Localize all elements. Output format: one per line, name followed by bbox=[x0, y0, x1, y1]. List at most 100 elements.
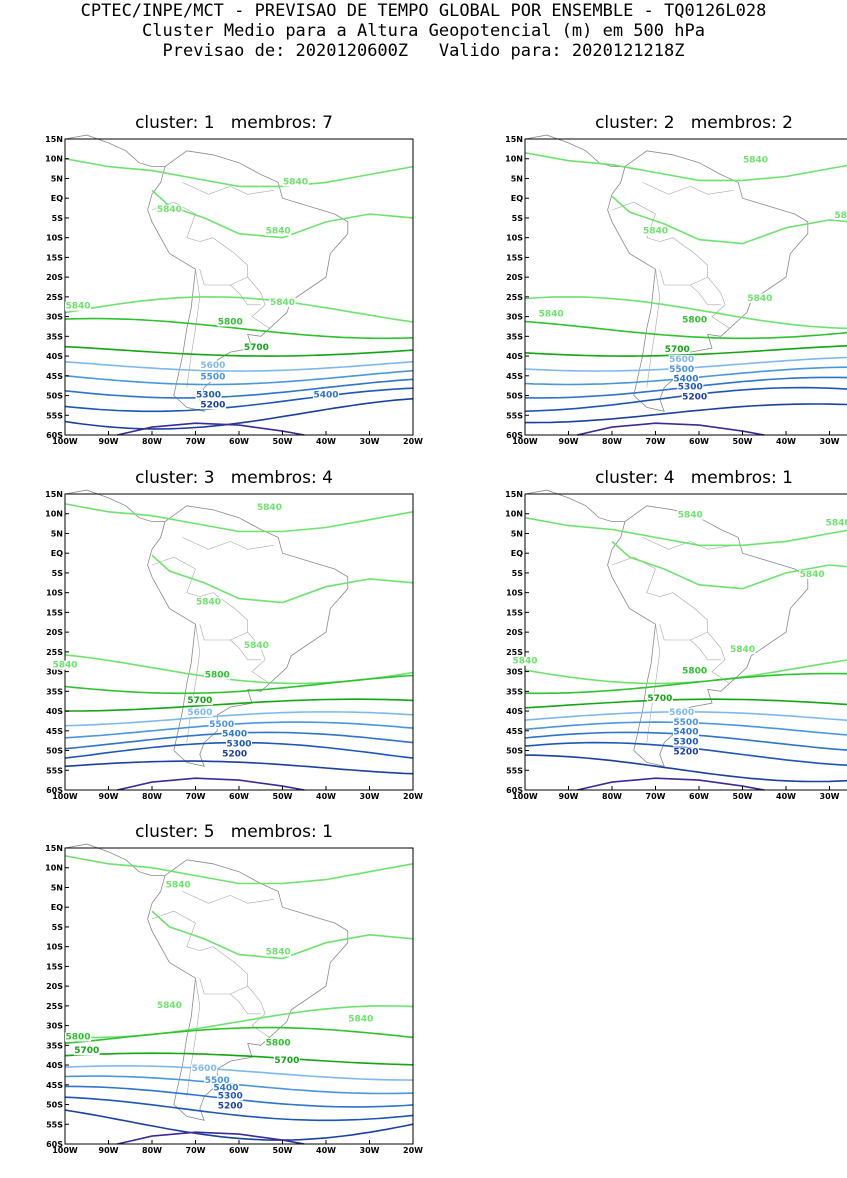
contour-label-background bbox=[538, 309, 565, 319]
contour-label-5840: 5840 bbox=[157, 205, 182, 215]
lon-tick-label: 30W bbox=[820, 437, 840, 446]
contour-label-background bbox=[195, 597, 222, 607]
contour-label-5840: 5840 bbox=[52, 661, 77, 671]
contour-label-background bbox=[672, 717, 699, 727]
contour-label-background bbox=[65, 1032, 92, 1042]
contour-label-background bbox=[65, 301, 92, 311]
lon-tick-label: 30W bbox=[820, 792, 840, 801]
contour-label-5700: 5700 bbox=[665, 345, 690, 355]
contour-5500 bbox=[64, 369, 414, 386]
lat-tick-label: 5S bbox=[512, 214, 524, 223]
contour-label-background bbox=[265, 947, 292, 957]
contour-5800 bbox=[524, 672, 847, 695]
contour-label-5840: 5840 bbox=[678, 511, 703, 521]
lat-tick-label: 20S bbox=[46, 628, 63, 637]
lat-tick-label: 35S bbox=[46, 687, 63, 696]
contour-5300 bbox=[64, 1096, 414, 1122]
contour-label-background bbox=[273, 1056, 300, 1066]
lon-tick-label: 70W bbox=[646, 792, 666, 801]
map-panel-cluster-5: cluster: 5 membros: 1 15N 10N 5N EQ 5S 10S 15S… bbox=[34, 822, 423, 1178]
contour-5400 bbox=[524, 731, 847, 751]
lat-tick-label: 5N bbox=[511, 529, 523, 538]
panel-title: cluster: 2 membros: 2 bbox=[595, 113, 793, 133]
contour-label-5600: 5600 bbox=[192, 1064, 217, 1074]
central-america-coastline bbox=[524, 134, 625, 167]
lat-tick-label: 10N bbox=[45, 155, 63, 164]
lon-tick-label: 90W bbox=[559, 437, 579, 446]
lat-tick-label: 40S bbox=[46, 352, 63, 361]
contour-label-5300: 5300 bbox=[196, 391, 221, 401]
contour-label-5840: 5840 bbox=[257, 503, 282, 513]
contour-label-5840: 5840 bbox=[643, 227, 668, 237]
country-border bbox=[182, 537, 274, 550]
contour-label-5840: 5840 bbox=[730, 645, 755, 655]
contour-label-background bbox=[668, 354, 695, 364]
contour-label-background bbox=[664, 345, 691, 355]
country-border bbox=[199, 978, 248, 995]
lat-tick-label: 10S bbox=[46, 589, 63, 598]
lon-tick-label: 80W bbox=[602, 437, 622, 446]
contour-label-background bbox=[221, 749, 248, 759]
country-border bbox=[611, 556, 656, 570]
lat-tick-label: 5S bbox=[512, 569, 524, 578]
lat-tick-label: 35S bbox=[506, 687, 523, 696]
lat-tick-label: 20S bbox=[506, 273, 523, 282]
contour-label-5800: 5800 bbox=[66, 1032, 91, 1042]
country-border bbox=[182, 182, 274, 195]
contour-label-background bbox=[52, 660, 78, 670]
contour-label-background bbox=[204, 670, 231, 680]
lon-tick-label: 100W bbox=[52, 792, 78, 801]
lat-tick-label: 55S bbox=[506, 766, 523, 775]
country-border bbox=[230, 639, 261, 661]
contour-label-5800: 5800 bbox=[205, 671, 230, 681]
lat-tick-label: 15S bbox=[506, 608, 523, 617]
south-america-coastline bbox=[607, 505, 809, 767]
contour-5200 bbox=[64, 1109, 414, 1141]
contour-label-5600: 5600 bbox=[669, 708, 694, 718]
contour-5500 bbox=[524, 366, 847, 386]
lon-tick-label: 40W bbox=[776, 792, 796, 801]
contour-label-5840: 5840 bbox=[800, 570, 825, 580]
contour-label-background bbox=[221, 729, 248, 739]
lon-tick-label: 70W bbox=[646, 437, 666, 446]
lon-tick-label: 20W bbox=[403, 792, 423, 801]
contour-label-background bbox=[681, 666, 708, 676]
lat-tick-label: 40S bbox=[506, 352, 523, 361]
contour-5840 bbox=[64, 296, 414, 323]
lat-tick-label: 40S bbox=[506, 707, 523, 716]
contour-5600 bbox=[524, 711, 847, 722]
contour-label-background bbox=[677, 382, 704, 392]
contour-label-background bbox=[265, 226, 292, 236]
lat-tick-label: 10S bbox=[506, 234, 523, 243]
country-border bbox=[186, 922, 270, 1038]
contour-label-background bbox=[825, 518, 847, 528]
country-border bbox=[182, 891, 274, 904]
lon-tick-label: 40W bbox=[316, 437, 336, 446]
contour-label-background bbox=[347, 1014, 374, 1024]
contour-label-background bbox=[186, 696, 213, 706]
contour-label-background bbox=[191, 1063, 218, 1073]
lat-tick-label: 25S bbox=[506, 293, 523, 302]
contour-label-5840: 5840 bbox=[283, 177, 308, 187]
contour-label-background bbox=[646, 694, 673, 704]
lon-tick-label: 80W bbox=[142, 792, 162, 801]
country-border bbox=[642, 537, 734, 550]
lat-tick-label: 45S bbox=[506, 372, 523, 381]
lat-tick-label: 10S bbox=[506, 589, 523, 598]
lat-tick-label: 10S bbox=[46, 234, 63, 243]
contour-label-5840: 5840 bbox=[834, 211, 847, 221]
contour-label-background bbox=[226, 739, 252, 749]
country-border bbox=[690, 639, 721, 661]
contour-label-5700: 5700 bbox=[74, 1046, 99, 1056]
contour-label-background bbox=[799, 569, 826, 579]
country-border bbox=[642, 182, 734, 195]
lat-tick-label: EQ bbox=[511, 549, 523, 558]
lon-tick-label: 30W bbox=[360, 792, 380, 801]
country-border bbox=[186, 213, 270, 329]
panel-title: cluster: 1 membros: 7 bbox=[135, 113, 333, 133]
contour-label-background bbox=[208, 719, 235, 729]
contour-label-background bbox=[265, 1038, 292, 1048]
country-border bbox=[186, 978, 201, 1097]
contour-label-5800: 5800 bbox=[682, 667, 707, 677]
contour-label-background bbox=[165, 880, 192, 890]
